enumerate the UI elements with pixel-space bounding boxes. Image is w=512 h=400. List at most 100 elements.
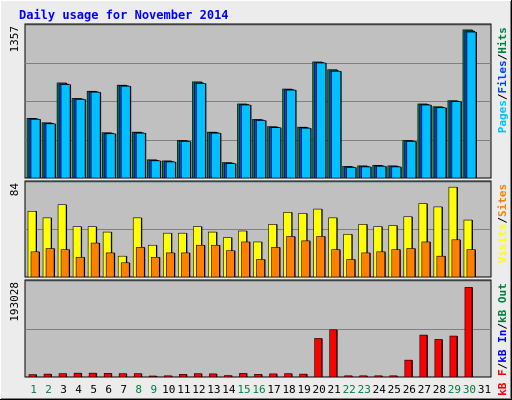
chart-title: Daily usage for November 2014 xyxy=(19,8,229,22)
y-max-label: 193028 xyxy=(8,282,21,322)
x-tick-label: 9 xyxy=(150,383,157,396)
bar-sites-day-30 xyxy=(466,249,476,278)
x-tick-label: 30 xyxy=(463,383,476,396)
panel-visits-sites: 84 Visits/Sites xyxy=(8,180,509,278)
x-tick-label: 14 xyxy=(222,383,236,396)
bar-kb-f-day-2 xyxy=(43,373,52,378)
bar-sites-day-6 xyxy=(105,252,115,278)
bar-kb-f-day-6 xyxy=(103,373,112,378)
bar-kb-f-day-15 xyxy=(239,373,247,378)
plot-area xyxy=(24,279,492,378)
bar-kb-f-day-23 xyxy=(359,375,368,378)
bar-kb-f-day-12 xyxy=(194,373,202,378)
bar-pages-day-15 xyxy=(241,104,251,179)
bar-pages-day-11 xyxy=(181,141,191,179)
bar-kb-f-day-25 xyxy=(389,375,398,378)
bar-pages-day-22 xyxy=(346,167,356,179)
bar-kb-f-day-13 xyxy=(209,373,217,378)
bar-sites-day-10 xyxy=(165,252,175,278)
legend-entry: kB Out xyxy=(496,283,509,323)
bar-kb-f-day-8 xyxy=(133,373,142,378)
bar-kb-f-day-9 xyxy=(148,375,157,378)
legend-entry: kB F xyxy=(496,369,509,396)
bar-sites-day-14 xyxy=(226,250,235,278)
bar-sites-day-5 xyxy=(90,242,100,278)
x-tick-label: 6 xyxy=(105,383,112,396)
bar-pages-day-9 xyxy=(150,160,161,179)
x-tick-label: 28 xyxy=(433,383,446,396)
bar-sites-day-24 xyxy=(376,251,386,278)
bar-sites-day-28 xyxy=(436,255,446,278)
bar-sites-day-9 xyxy=(150,256,160,278)
x-tick-label: 5 xyxy=(90,383,97,396)
bar-kb-f-day-21 xyxy=(329,329,337,378)
bar-kb-f-day-29 xyxy=(449,335,458,378)
bar-pages-day-5 xyxy=(90,92,101,179)
bar-pages-day-23 xyxy=(361,166,372,179)
bar-pages-day-19 xyxy=(301,127,311,179)
bar-sites-day-23 xyxy=(361,252,371,278)
bar-sites-day-13 xyxy=(211,244,220,278)
bar-sites-day-11 xyxy=(181,252,190,278)
bar-pages-day-28 xyxy=(436,107,447,179)
bar-sites-day-3 xyxy=(60,249,70,278)
x-tick-label: 18 xyxy=(282,383,295,396)
x-tick-label: 31 xyxy=(478,383,491,396)
x-tick-label: 16 xyxy=(252,383,265,396)
x-tick-label: 13 xyxy=(207,383,220,396)
x-tick-label: 3 xyxy=(60,383,67,396)
bar-sites-day-2 xyxy=(45,248,55,278)
x-tick-label: 1 xyxy=(30,383,37,396)
bar-kb-f-day-24 xyxy=(374,375,383,378)
y-max-label: 1357 xyxy=(8,26,21,53)
bar-sites-day-26 xyxy=(406,248,416,278)
bar-pages-day-3 xyxy=(60,84,71,179)
bar-sites-day-19 xyxy=(301,240,310,278)
bar-pages-day-4 xyxy=(75,99,86,179)
x-tick-label: 27 xyxy=(418,383,431,396)
y-max-label: 84 xyxy=(8,183,21,197)
x-tick-label: 17 xyxy=(267,383,280,396)
bar-kb-f-day-4 xyxy=(73,372,82,378)
bar-kb-f-day-7 xyxy=(118,373,127,378)
bar-kb-f-day-16 xyxy=(254,374,262,378)
x-tick-label: 8 xyxy=(135,383,142,396)
bar-pages-day-21 xyxy=(331,71,341,179)
bar-sites-day-12 xyxy=(196,244,205,278)
bar-pages-day-6 xyxy=(105,133,116,179)
x-tick-label: 15 xyxy=(237,383,250,396)
x-tick-label: 2 xyxy=(45,383,52,396)
legend-entry: / xyxy=(496,323,509,330)
bar-kb-f-day-10 xyxy=(163,375,172,378)
legend-entries: Pages/Files/Hits xyxy=(496,27,509,133)
bar-kb-f-day-19 xyxy=(299,373,307,378)
bar-sites-day-20 xyxy=(316,236,325,278)
legend-entry: Sites xyxy=(496,184,509,217)
bar-kb-f-day-3 xyxy=(58,373,67,378)
legend-entry: Visits xyxy=(496,224,509,264)
bar-pages-day-2 xyxy=(45,123,56,179)
bar-pages-day-24 xyxy=(376,166,387,179)
x-tick-label: 7 xyxy=(120,383,127,396)
bar-pages-day-1 xyxy=(30,119,41,179)
bar-pages-day-20 xyxy=(316,62,326,179)
bar-kb-f-day-14 xyxy=(224,375,232,378)
x-tick-label: 26 xyxy=(403,383,416,396)
bar-sites-day-18 xyxy=(286,236,295,278)
bar-pages-day-7 xyxy=(120,85,131,179)
bar-sites-day-29 xyxy=(451,239,461,278)
bar-sites-day-22 xyxy=(346,259,355,278)
bar-pages-day-12 xyxy=(196,83,206,179)
bar-pages-day-10 xyxy=(165,161,176,179)
legend-entry: Hits xyxy=(496,27,509,54)
legend-entries: Visits/Sites xyxy=(496,184,509,264)
x-tick-label: 22 xyxy=(343,383,356,396)
bar-sites-day-27 xyxy=(421,241,431,278)
bar-kb-f-day-11 xyxy=(179,374,187,378)
bar-kb-f-day-18 xyxy=(284,373,292,378)
bar-pages-day-29 xyxy=(451,101,462,179)
x-axis-labels: 1 2 3 4 5 6 7 8 9 10 11 12 13 14 15 16 17 18 19 20 21 22 23 24 2… xyxy=(30,383,491,396)
legend-entry: / xyxy=(496,93,509,100)
bar-sites-day-1 xyxy=(30,251,40,278)
